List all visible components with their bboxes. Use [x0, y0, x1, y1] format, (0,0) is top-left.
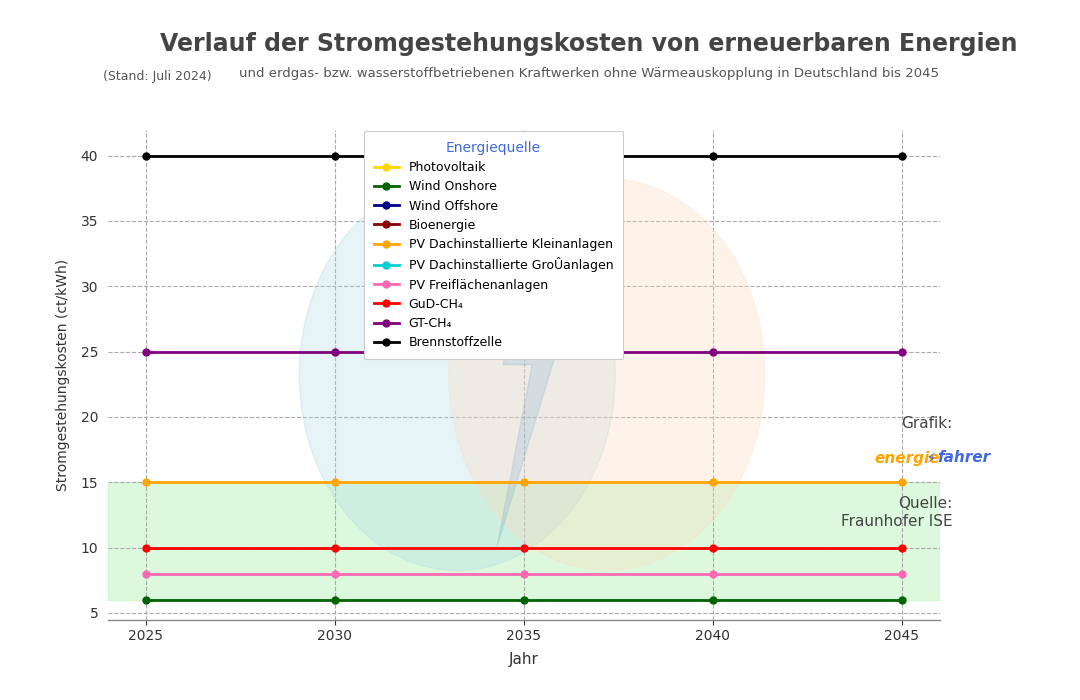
- Polygon shape: [497, 203, 557, 546]
- Text: Grafik:: Grafik:: [902, 416, 953, 430]
- Legend: Photovoltaik, Wind Onshore, Wind Offshore, Bioenergie, PV Dachinstallierte Klein: Photovoltaik, Wind Onshore, Wind Offshor…: [364, 131, 623, 359]
- Text: energie: energie: [875, 451, 941, 466]
- X-axis label: Jahr: Jahr: [509, 652, 539, 666]
- Text: Quelle:
Fraunhofer ISE: Quelle: Fraunhofer ISE: [841, 496, 953, 528]
- Text: Verlauf der Stromgestehungskosten von erneuerbaren Energien: Verlauf der Stromgestehungskosten von er…: [160, 32, 1017, 55]
- Y-axis label: Stromgestehungskosten (ct/kWh): Stromgestehungskosten (ct/kWh): [55, 258, 69, 491]
- Text: und erdgas- bzw. wasserstoffbetriebenen Kraftwerken ohne Wärmeauskopplung in Deu: und erdgas- bzw. wasserstoffbetriebenen …: [239, 66, 939, 80]
- Bar: [108, 482, 940, 600]
- Ellipse shape: [299, 178, 616, 570]
- Text: (Stand: Juli 2024): (Stand: Juli 2024): [103, 70, 212, 83]
- Text: fahrer: fahrer: [937, 451, 990, 466]
- Text: ⚡: ⚡: [926, 451, 936, 466]
- Ellipse shape: [449, 178, 765, 570]
